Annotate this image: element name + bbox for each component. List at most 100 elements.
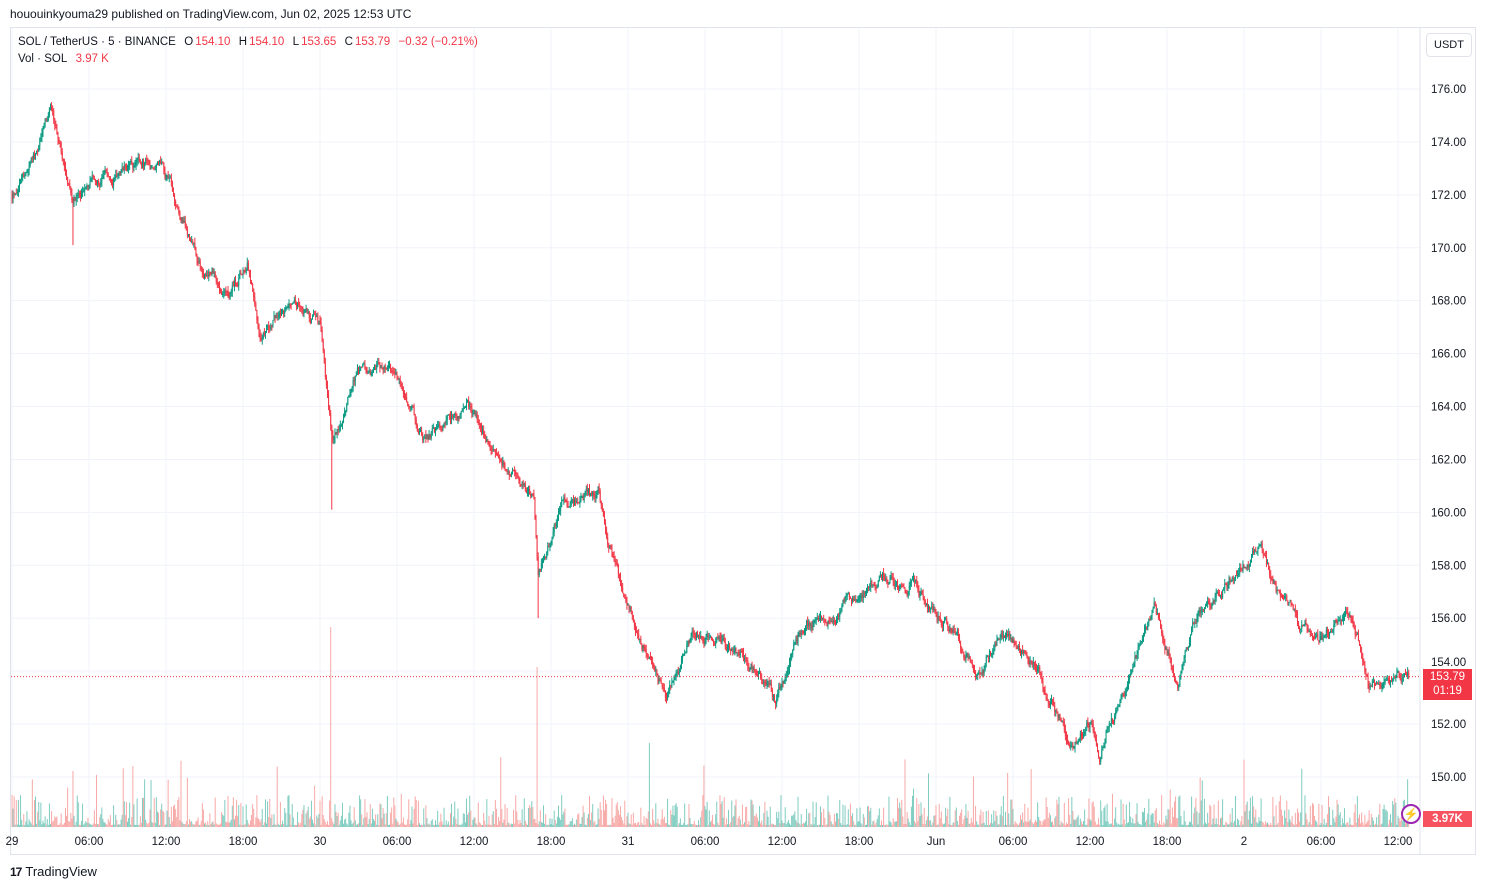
- volume-bar: [28, 819, 30, 827]
- candle-body: [438, 424, 440, 426]
- candle-body: [266, 326, 268, 332]
- candle-body: [456, 415, 458, 420]
- volume-bar: [293, 824, 295, 827]
- volume-bar: [447, 821, 449, 827]
- volume-bar: [921, 814, 923, 827]
- volume-bar: [561, 795, 563, 827]
- symbol-label[interactable]: SOL / TetherUS · 5 · BINANCE: [18, 36, 176, 48]
- volume-bar: [113, 805, 115, 827]
- volume-bar: [457, 808, 459, 827]
- candle-body: [371, 372, 373, 374]
- volume-bar: [1178, 796, 1180, 827]
- candle-body: [859, 597, 861, 599]
- candle-body: [532, 493, 534, 495]
- candle-body: [73, 199, 75, 204]
- candle-body: [63, 160, 65, 167]
- volume-bar: [99, 817, 101, 827]
- candle-body: [550, 543, 552, 546]
- candle-body: [567, 505, 569, 508]
- candle-body: [478, 422, 480, 425]
- volume-bar: [32, 824, 34, 827]
- candle-body: [1221, 594, 1223, 598]
- candle-body: [228, 292, 230, 298]
- candle-body: [766, 683, 768, 686]
- candle-body: [486, 439, 488, 442]
- candle-body: [807, 621, 809, 626]
- volume-bar: [51, 811, 53, 827]
- volume-bar: [1315, 820, 1317, 827]
- candle-body: [907, 591, 909, 596]
- candle-body: [31, 158, 33, 160]
- candle-body: [83, 191, 85, 193]
- candle-body: [1208, 600, 1210, 604]
- candle-body: [1361, 651, 1363, 654]
- volume-bar: [395, 818, 397, 827]
- volume-bar: [753, 815, 755, 827]
- candle-body: [525, 489, 527, 493]
- volume-bar: [483, 813, 485, 827]
- candle-body: [565, 501, 567, 503]
- volume-bar: [509, 824, 511, 827]
- volume-bar: [1292, 823, 1294, 827]
- volume-bar: [522, 824, 524, 827]
- currency-button[interactable]: USDT: [1426, 33, 1472, 57]
- candle-body: [1293, 609, 1295, 611]
- candle-body: [497, 455, 499, 457]
- volume-bar: [1317, 824, 1319, 827]
- volume-bar: [867, 806, 869, 827]
- candle-body: [946, 618, 948, 622]
- volume-bar: [487, 824, 489, 827]
- candle-body: [1065, 736, 1067, 740]
- volume-bar: [1006, 824, 1008, 827]
- lightning-icon[interactable]: ⚡: [1401, 804, 1421, 824]
- volume-bar: [179, 820, 181, 827]
- volume-bar: [507, 822, 509, 827]
- candle-body: [1149, 619, 1151, 621]
- volume-bar: [40, 802, 42, 827]
- candle-body: [1379, 684, 1381, 687]
- candle-body: [591, 493, 593, 496]
- volume-bar: [97, 824, 99, 827]
- time-tick-label: 06:00: [1307, 836, 1336, 848]
- volume-bar: [528, 808, 530, 827]
- volume-bar: [817, 824, 819, 827]
- candle-body: [1196, 618, 1198, 624]
- candle-body: [1228, 578, 1230, 585]
- volume-bar: [593, 822, 595, 827]
- volume-bar: [1023, 822, 1025, 827]
- candle-body: [980, 673, 982, 675]
- volume-bar: [117, 824, 119, 827]
- candle-body: [344, 412, 346, 418]
- candle-body: [350, 391, 352, 393]
- candle-body: [599, 491, 601, 502]
- volume-bar: [337, 812, 339, 827]
- volume-bar: [37, 811, 39, 827]
- volume-bar: [1395, 802, 1397, 827]
- candle-body: [711, 640, 713, 642]
- volume-bar: [1183, 810, 1185, 827]
- volume-bar: [454, 801, 456, 827]
- volume-bar: [339, 820, 341, 827]
- time-tick-label: 06:00: [999, 836, 1028, 848]
- candle-body: [307, 311, 309, 313]
- volume-bar: [998, 823, 1000, 827]
- candle-body: [710, 636, 712, 641]
- candle-body: [323, 350, 325, 363]
- volume-bar: [675, 803, 677, 827]
- candle-body: [778, 687, 780, 694]
- volume-bar: [1338, 815, 1340, 827]
- time-tick-label: 06:00: [691, 836, 720, 848]
- volume-bar: [11, 794, 13, 827]
- candle-body: [110, 180, 112, 184]
- volume-bar: [760, 823, 762, 827]
- candle-body: [1125, 689, 1127, 692]
- volume-label[interactable]: Vol · SOL: [18, 53, 68, 65]
- volume-bar: [245, 804, 247, 827]
- candle-body: [1263, 554, 1265, 556]
- volume-bar: [638, 821, 640, 827]
- volume-bar: [549, 818, 551, 827]
- candle-body: [23, 174, 25, 177]
- volume-bar: [322, 814, 324, 827]
- volume-bar: [1057, 804, 1059, 827]
